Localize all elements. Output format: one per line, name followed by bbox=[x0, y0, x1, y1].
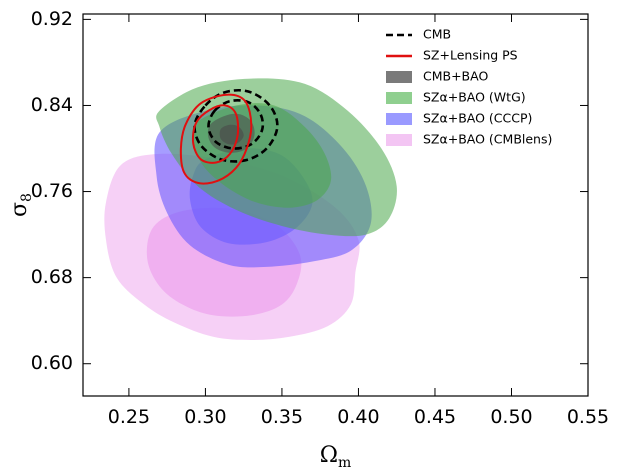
y-axis-label-main: σ bbox=[7, 202, 32, 217]
contour-regions bbox=[104, 78, 397, 340]
x-tick-label: 0.35 bbox=[261, 406, 303, 428]
legend-item-sz-bao-wtg: SZα+BAO (WtG) bbox=[386, 90, 526, 105]
y-tick-label: 0.68 bbox=[31, 266, 73, 288]
x-tick-label: 0.25 bbox=[108, 406, 150, 428]
x-axis: 0.25 0.30 0.35 0.40 0.45 0.50 0.55 bbox=[108, 14, 609, 428]
x-tick-label: 0.55 bbox=[567, 406, 609, 428]
y-tick-label: 0.76 bbox=[31, 180, 73, 202]
y-axis-label-sub: 8 bbox=[19, 193, 35, 202]
x-axis-label-main: Ω bbox=[320, 443, 338, 468]
contour-sz-lensing-ps-68 bbox=[191, 104, 240, 164]
contour-sz-lensing-ps-95 bbox=[179, 93, 253, 185]
series-cmb bbox=[193, 88, 279, 163]
y-axis: 0.60 0.68 0.76 0.84 0.92 bbox=[31, 8, 588, 374]
x-tick-label: 0.50 bbox=[490, 406, 532, 428]
x-axis-label: Ωm bbox=[320, 443, 352, 470]
y-tick-label: 0.84 bbox=[31, 94, 73, 116]
series-sz-lensing-ps bbox=[179, 93, 253, 185]
legend-swatch bbox=[386, 113, 412, 125]
legend-swatch bbox=[386, 92, 412, 104]
legend: CMB SZ+Lensing PS CMB+BAO SZα+BAO (WtG) SZα+… bbox=[386, 27, 552, 147]
legend-swatch bbox=[386, 134, 412, 146]
legend-label: CMB bbox=[423, 27, 451, 42]
legend-item-sz-bao-cmblens: SZα+BAO (CMBlens) bbox=[386, 132, 552, 147]
legend-item-cmb: CMB bbox=[386, 27, 451, 42]
x-axis-label-sub: m bbox=[338, 455, 351, 470]
legend-item-sz-bao-cccp: SZα+BAO (CCCP) bbox=[386, 111, 532, 126]
contour-cmb-95 bbox=[193, 88, 279, 163]
legend-label: SZ+Lensing PS bbox=[423, 48, 518, 63]
y-tick-label: 0.60 bbox=[31, 352, 73, 374]
legend-label: SZα+BAO (CMBlens) bbox=[423, 132, 552, 147]
legend-label: SZα+BAO (WtG) bbox=[423, 90, 526, 105]
x-tick-label: 0.30 bbox=[184, 406, 226, 428]
plot-frame bbox=[82, 13, 589, 397]
contour-cmb-68 bbox=[207, 99, 265, 150]
x-tick-label: 0.45 bbox=[414, 406, 456, 428]
legend-label: CMB+BAO bbox=[423, 69, 488, 84]
legend-item-cmb-bao: CMB+BAO bbox=[386, 69, 488, 84]
legend-label: SZα+BAO (CCCP) bbox=[423, 111, 532, 126]
x-tick-label: 0.40 bbox=[337, 406, 379, 428]
legend-item-sz-lensing-ps: SZ+Lensing PS bbox=[386, 48, 518, 63]
legend-swatch bbox=[386, 71, 412, 83]
y-tick-label: 0.92 bbox=[31, 8, 73, 30]
y-axis-label: σ8 bbox=[7, 193, 35, 217]
